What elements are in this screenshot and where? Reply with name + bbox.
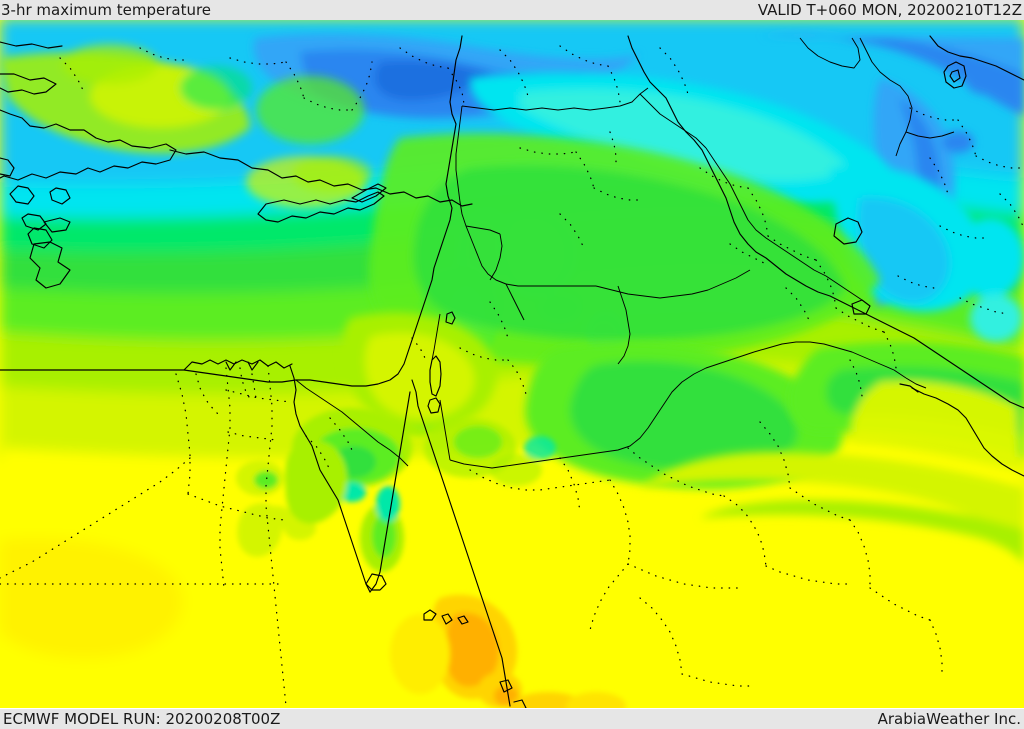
coastline-layer — [0, 35, 1024, 711]
country-border-layer — [295, 37, 955, 469]
temperature-raster — [0, 18, 1024, 711]
admin-border-layer — [0, 45, 1024, 707]
provider-credit: ArabiaWeather Inc. — [877, 710, 1021, 728]
page-title: 3-hr maximum temperature — [1, 1, 212, 19]
temperature-map-canvas[interactable] — [0, 18, 1024, 711]
header-bar: 3-hr maximum temperature VALID T+060 MON… — [0, 0, 1024, 20]
valid-time-label: VALID T+060 MON, 20200210T12Z — [757, 1, 1022, 19]
map-bottom-divider — [0, 708, 1024, 709]
model-run-label: ECMWF MODEL RUN: 20200208T00Z — [3, 710, 281, 728]
footer-bar: ECMWF MODEL RUN: 20200208T00Z ArabiaWeat… — [0, 709, 1024, 729]
